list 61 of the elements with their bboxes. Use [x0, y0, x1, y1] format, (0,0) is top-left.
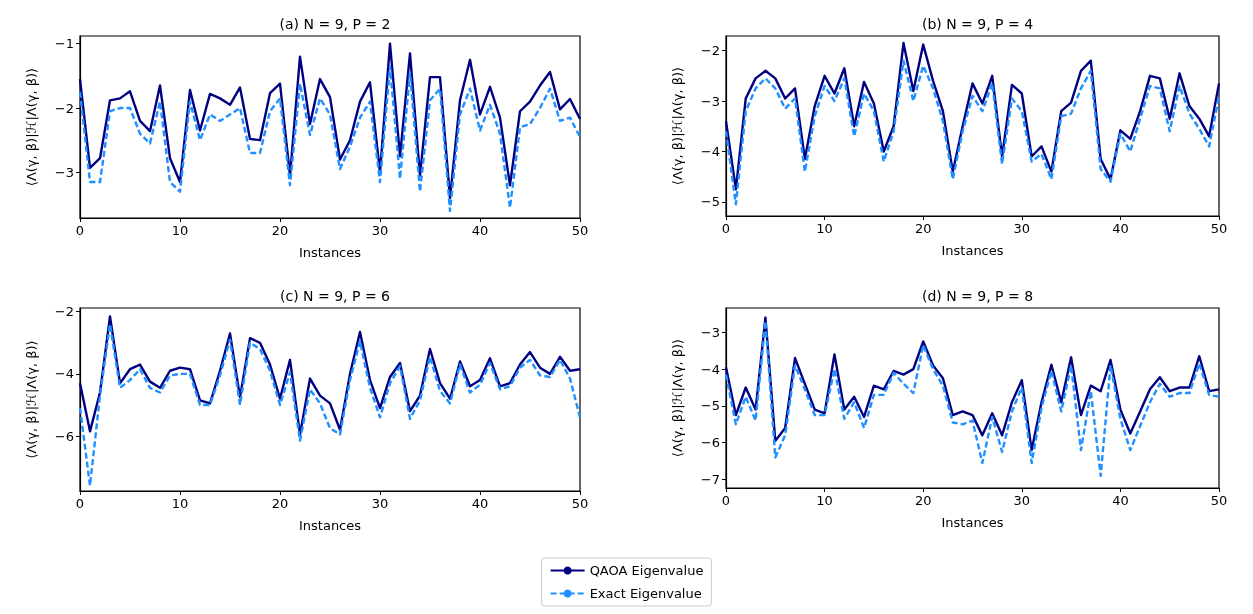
y-tick-label: −5 — [700, 398, 720, 414]
y-axis-title: ⟨Λ(γ, β)|ℋ|Λ(γ, β)⟩ — [24, 67, 39, 187]
chart-title: (a) N = 9, P = 2 — [279, 16, 391, 32]
line-series — [724, 59, 1221, 206]
line-series — [724, 41, 1221, 191]
x-tick-label: 0 — [721, 221, 731, 236]
legend-label: Exact Eigenvalue — [589, 586, 702, 601]
y-tick-label: −3 — [54, 164, 74, 180]
x-tick-label: 30 — [1013, 493, 1031, 508]
chart-title: (d) N = 9, P = 8 — [921, 288, 1034, 304]
y-tick-label: −4 — [700, 143, 720, 159]
y-tick-label: −3 — [700, 324, 720, 340]
x-tick-label: 10 — [816, 493, 833, 508]
y-tick-label: −6 — [54, 428, 74, 444]
x-axis-title: Instances — [941, 243, 1004, 258]
line-series — [78, 65, 582, 213]
x-axis-title: Instances — [298, 245, 362, 260]
x-tick-label: 20 — [271, 223, 289, 238]
x-tick-label: 30 — [371, 496, 389, 511]
line-series — [78, 42, 582, 200]
y-tick-label: −1 — [54, 36, 74, 52]
x-axis-title: Instances — [941, 515, 1004, 530]
x-tick-label: 40 — [471, 223, 489, 238]
x-tick-label: 0 — [75, 223, 85, 238]
y-axis-title: ⟨Λ(γ, β)|ℋ|Λ(γ, β)⟩ — [670, 66, 685, 186]
x-tick-label: 50 — [571, 223, 589, 238]
y-tick-label: −2 — [54, 100, 74, 116]
x-tick-label: 40 — [471, 496, 489, 511]
line-series — [724, 316, 1221, 452]
chart-title: (b) N = 9, P = 4 — [921, 16, 1034, 32]
x-tick-label: 20 — [914, 493, 932, 508]
x-tick-label: 0 — [721, 493, 731, 508]
y-tick-label: −4 — [700, 361, 720, 377]
x-tick-label: 20 — [914, 221, 932, 236]
y-tick-label: −2 — [700, 43, 720, 59]
y-axis-title: ⟨Λ(γ, β)|ℋ|Λ(γ, β)⟩ — [24, 340, 39, 459]
y-tick-label: −7 — [700, 472, 720, 488]
x-tick-label: 30 — [371, 223, 389, 238]
x-tick-label: 20 — [271, 496, 289, 511]
y-tick-label: −4 — [54, 366, 74, 382]
x-tick-label: 50 — [1210, 493, 1228, 508]
legend-label: QAOA Eigenvalue — [589, 563, 704, 578]
x-tick-label: 10 — [171, 223, 189, 238]
y-axis-title: ⟨Λ(γ, β)|ℋ|Λ(γ, β)⟩ — [670, 338, 685, 458]
line-series — [78, 315, 582, 436]
y-tick-label: −6 — [700, 435, 720, 451]
x-tick-label: 40 — [1112, 221, 1129, 236]
x-tick-label: 0 — [75, 496, 85, 511]
y-tick-label: −3 — [700, 93, 720, 109]
x-tick-label: 50 — [571, 496, 589, 511]
y-tick-label: −2 — [54, 304, 74, 320]
line-series — [78, 322, 582, 487]
x-tick-label: 30 — [1013, 221, 1031, 236]
chart-title: (c) N = 9, P = 6 — [280, 288, 391, 304]
x-tick-label: 10 — [171, 496, 189, 511]
x-tick-label: 10 — [816, 221, 833, 236]
x-tick-label: 40 — [1112, 493, 1129, 508]
line-series — [724, 320, 1221, 478]
x-tick-label: 50 — [1210, 221, 1228, 236]
y-tick-label: −5 — [700, 194, 720, 210]
x-axis-title: Instances — [298, 518, 362, 533]
